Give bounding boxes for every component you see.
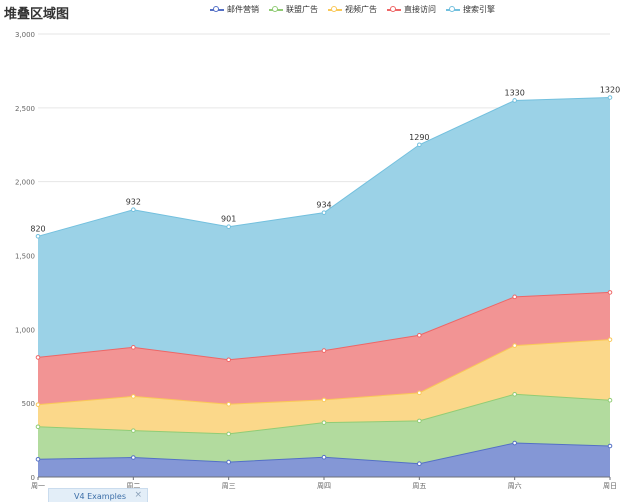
data-point xyxy=(607,95,613,100)
data-point xyxy=(131,455,136,460)
legend-label: 联盟广告 xyxy=(286,5,318,14)
x-tick-label: 周四 xyxy=(317,482,331,490)
data-point xyxy=(417,332,422,338)
data-point xyxy=(131,394,136,399)
x-tick-label: 周五 xyxy=(412,482,426,490)
area-邮件营销 xyxy=(38,443,610,477)
legend-item[interactable]: 联盟广告 xyxy=(269,4,318,15)
legend-label: 搜索引擎 xyxy=(463,5,495,14)
data-point xyxy=(226,459,231,465)
chart-legend: 邮件营销 联盟广告 视频广告 直接访问 搜索引擎 xyxy=(210,4,495,15)
legend-item[interactable]: 搜索引擎 xyxy=(446,4,495,15)
legend-marker-icon xyxy=(387,5,401,12)
y-tick-label: 1,500 xyxy=(15,253,35,261)
data-point xyxy=(321,210,327,215)
data-point xyxy=(321,454,327,460)
x-tick-label: 周二 xyxy=(126,482,140,490)
data-point xyxy=(131,207,136,213)
data-label: 901 xyxy=(221,215,236,224)
data-point xyxy=(321,397,327,403)
x-tick-label: 周日 xyxy=(603,482,617,490)
x-tick-label: 周三 xyxy=(222,482,236,490)
data-point xyxy=(512,98,517,103)
legend-marker-icon xyxy=(328,5,342,12)
data-point xyxy=(35,424,41,430)
data-point xyxy=(131,345,136,350)
area-视频广告 xyxy=(38,339,610,434)
data-point xyxy=(226,224,231,230)
data-label: 820 xyxy=(30,224,45,233)
data-point xyxy=(512,343,517,348)
data-point xyxy=(226,401,231,407)
y-tick-label: 2,500 xyxy=(15,105,35,113)
area-搜索引擎 xyxy=(38,97,610,360)
data-point xyxy=(226,357,231,363)
x-tick-label: 周六 xyxy=(508,481,522,490)
data-point xyxy=(512,440,517,446)
legend-marker-icon xyxy=(210,5,224,12)
y-tick-label: 3,000 xyxy=(15,31,35,39)
data-label: 932 xyxy=(126,198,141,207)
legend-marker-icon xyxy=(269,5,283,12)
data-point xyxy=(35,456,41,462)
data-point xyxy=(607,337,613,342)
y-tick-label: 500 xyxy=(22,400,35,408)
area-直接访问 xyxy=(38,292,610,405)
area-联盟广告 xyxy=(38,394,610,464)
data-point xyxy=(512,294,517,300)
data-point xyxy=(417,390,422,396)
legend-label: 直接访问 xyxy=(404,5,436,14)
data-point xyxy=(607,397,613,403)
y-tick-label: 1,000 xyxy=(15,326,35,334)
legend-label: 邮件营销 xyxy=(227,5,259,14)
data-label: 1290 xyxy=(409,133,429,142)
data-point xyxy=(226,431,231,437)
data-point xyxy=(607,290,613,295)
data-point xyxy=(417,418,422,424)
data-point xyxy=(131,428,136,433)
data-point xyxy=(417,142,422,148)
data-label: 1330 xyxy=(504,88,524,97)
legend-marker-icon xyxy=(446,5,460,12)
data-label: 934 xyxy=(316,201,331,210)
legend-item[interactable]: 直接访问 xyxy=(387,4,436,15)
tab-label: V4 Examples xyxy=(74,492,126,501)
data-label: 1320 xyxy=(600,85,620,94)
x-tick-label: 周一 xyxy=(31,482,45,490)
v4-examples-tab[interactable]: V4 Examples × xyxy=(48,488,148,502)
y-tick-label: 2,000 xyxy=(15,179,35,187)
data-point xyxy=(321,348,327,353)
data-point xyxy=(321,420,327,425)
data-point xyxy=(35,355,41,360)
data-point xyxy=(607,443,613,449)
chart-title: 堆叠区域图 xyxy=(4,7,70,22)
legend-item[interactable]: 视频广告 xyxy=(328,4,377,15)
data-point xyxy=(35,234,41,239)
data-point xyxy=(35,402,41,407)
data-point xyxy=(417,461,422,467)
close-icon[interactable]: × xyxy=(134,490,142,500)
data-point xyxy=(512,392,517,397)
legend-item[interactable]: 邮件营销 xyxy=(210,4,259,15)
legend-label: 视频广告 xyxy=(345,5,377,14)
y-tick-label: 0 xyxy=(31,474,35,482)
